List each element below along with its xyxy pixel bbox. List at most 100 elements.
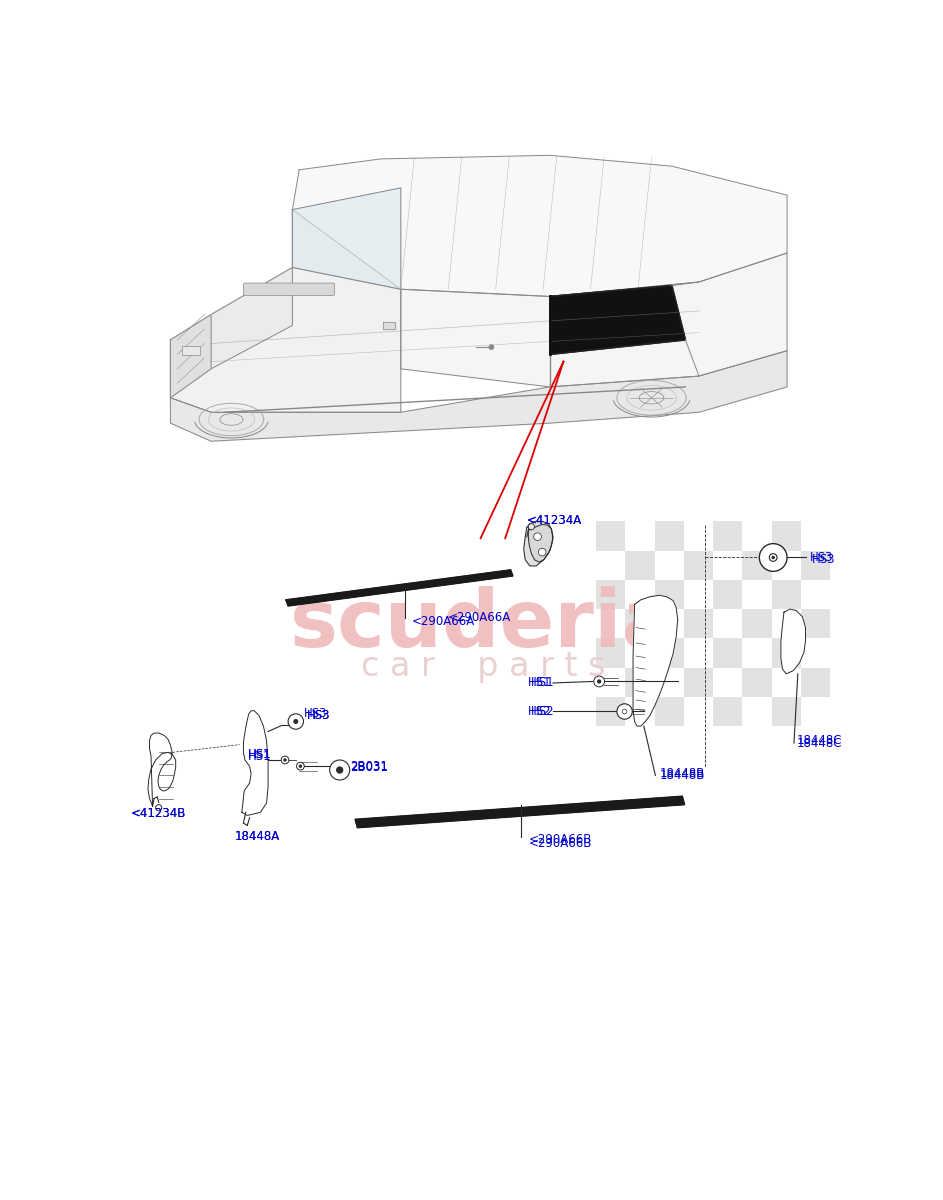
- Polygon shape: [356, 796, 685, 828]
- Circle shape: [296, 762, 305, 770]
- Polygon shape: [148, 733, 175, 806]
- Bar: [742, 667, 771, 697]
- Bar: [625, 551, 654, 580]
- Bar: [713, 610, 742, 638]
- Bar: [684, 667, 713, 697]
- Bar: [625, 610, 654, 638]
- Bar: [742, 580, 771, 610]
- Text: scuderia: scuderia: [290, 586, 677, 664]
- Bar: [654, 638, 684, 667]
- Text: 18448C: 18448C: [796, 734, 842, 748]
- Bar: [596, 697, 625, 726]
- Bar: [801, 610, 830, 638]
- Bar: [713, 667, 742, 697]
- Polygon shape: [292, 188, 401, 289]
- Text: HS3: HS3: [812, 553, 835, 566]
- Circle shape: [534, 533, 541, 540]
- Text: HS3: HS3: [304, 707, 327, 720]
- Circle shape: [156, 805, 162, 811]
- Bar: [742, 521, 771, 551]
- Text: 18448C: 18448C: [796, 737, 842, 750]
- Circle shape: [337, 767, 342, 773]
- Bar: [713, 551, 742, 580]
- Circle shape: [598, 680, 601, 683]
- Polygon shape: [401, 253, 787, 386]
- Text: HS2: HS2: [528, 704, 552, 718]
- Polygon shape: [171, 350, 787, 442]
- Circle shape: [528, 523, 535, 529]
- Polygon shape: [523, 521, 553, 566]
- Bar: [801, 551, 830, 580]
- Polygon shape: [292, 155, 787, 296]
- Bar: [684, 610, 713, 638]
- Text: 18448B: 18448B: [659, 767, 704, 780]
- Bar: [625, 638, 654, 667]
- Text: HS1: HS1: [247, 748, 272, 761]
- Circle shape: [769, 553, 777, 562]
- Bar: [625, 580, 654, 610]
- Circle shape: [289, 714, 304, 730]
- Bar: [596, 638, 625, 667]
- Text: 18448A: 18448A: [234, 830, 279, 844]
- Text: <41234B: <41234B: [131, 808, 187, 821]
- Circle shape: [617, 703, 633, 719]
- Circle shape: [330, 760, 350, 780]
- Text: <41234A: <41234A: [527, 515, 582, 528]
- Text: HS1: HS1: [247, 750, 272, 763]
- Text: HS1: HS1: [528, 677, 552, 690]
- Text: 18448B: 18448B: [659, 769, 704, 782]
- Bar: [771, 551, 801, 580]
- Text: <290A66A: <290A66A: [411, 614, 474, 628]
- Circle shape: [489, 344, 494, 349]
- Bar: [684, 697, 713, 726]
- Bar: [771, 521, 801, 551]
- Text: HS1: HS1: [247, 748, 272, 761]
- Bar: [771, 610, 801, 638]
- Circle shape: [538, 548, 546, 556]
- FancyBboxPatch shape: [243, 283, 335, 295]
- Circle shape: [294, 720, 298, 724]
- Bar: [742, 610, 771, 638]
- Bar: [596, 667, 625, 697]
- Text: 2B031: 2B031: [350, 761, 388, 774]
- Bar: [742, 551, 771, 580]
- Bar: [654, 610, 684, 638]
- Bar: [713, 521, 742, 551]
- Circle shape: [622, 709, 627, 714]
- Circle shape: [281, 756, 289, 764]
- Polygon shape: [171, 210, 401, 413]
- Polygon shape: [550, 286, 686, 354]
- Bar: [713, 697, 742, 726]
- Circle shape: [772, 557, 774, 559]
- Polygon shape: [286, 570, 513, 606]
- Text: 18448A: 18448A: [234, 830, 279, 844]
- Bar: [771, 638, 801, 667]
- Text: <41234A: <41234A: [527, 515, 582, 528]
- Bar: [684, 521, 713, 551]
- Text: <41234B: <41234B: [131, 808, 187, 821]
- Text: <290A66A: <290A66A: [448, 611, 511, 624]
- Bar: [596, 610, 625, 638]
- Polygon shape: [528, 524, 553, 562]
- Text: HS3: HS3: [306, 709, 330, 722]
- Text: 2B031: 2B031: [350, 760, 388, 773]
- Bar: [801, 580, 830, 610]
- Bar: [625, 667, 654, 697]
- Bar: [684, 551, 713, 580]
- Bar: [654, 521, 684, 551]
- Bar: [684, 580, 713, 610]
- Bar: [771, 667, 801, 697]
- Bar: [654, 580, 684, 610]
- Circle shape: [284, 758, 286, 761]
- Bar: [801, 667, 830, 697]
- Text: HS1: HS1: [531, 677, 554, 690]
- Bar: [596, 580, 625, 610]
- Polygon shape: [633, 595, 678, 726]
- Bar: [713, 638, 742, 667]
- Bar: [771, 580, 801, 610]
- Bar: [654, 667, 684, 697]
- Bar: [771, 697, 801, 726]
- Text: HS2: HS2: [531, 704, 554, 718]
- Bar: [596, 521, 625, 551]
- Polygon shape: [171, 314, 211, 397]
